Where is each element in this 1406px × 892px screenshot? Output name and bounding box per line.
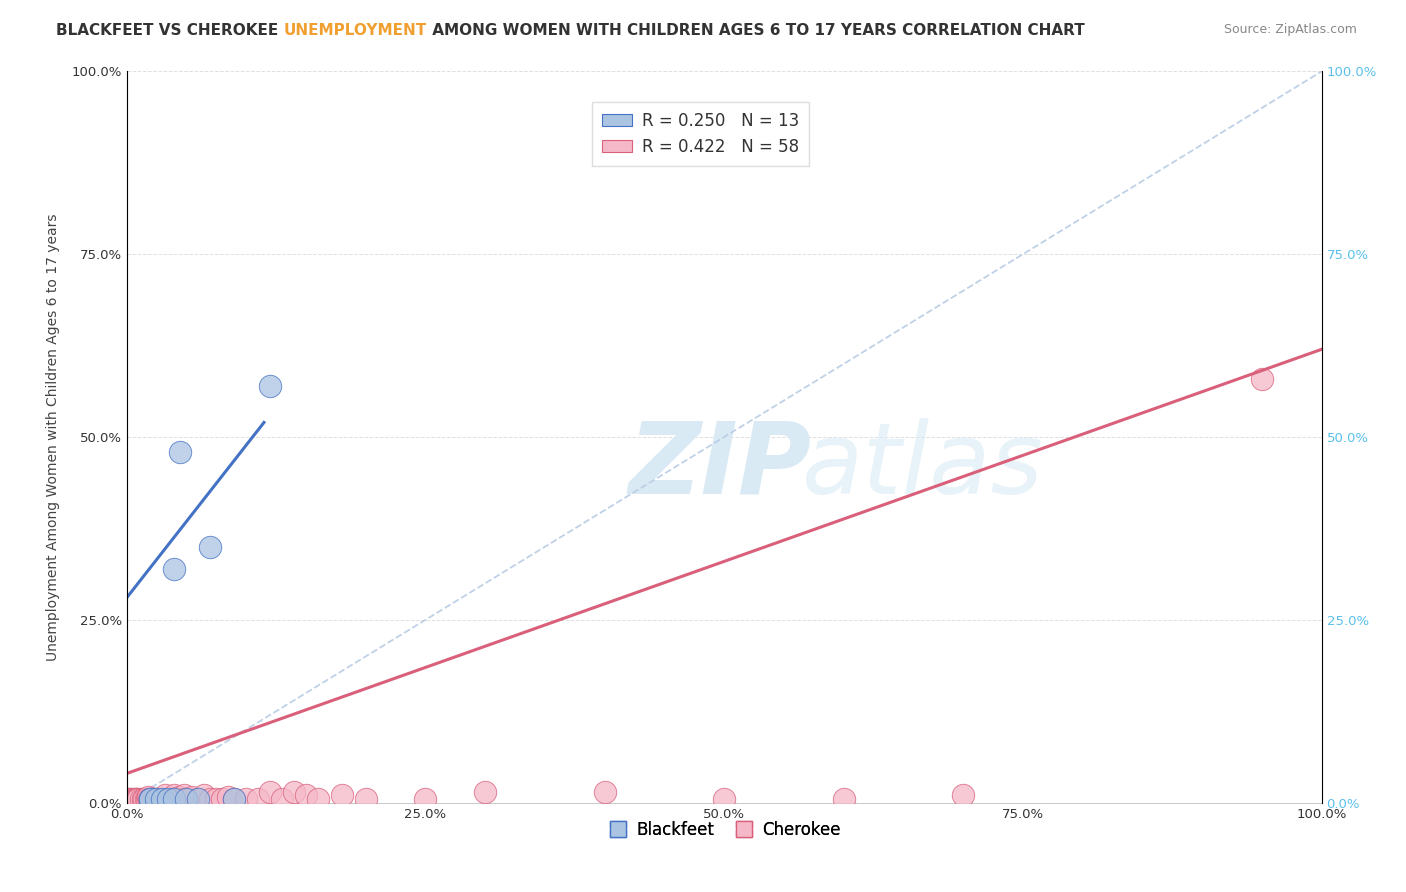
Point — [139, 792, 162, 806]
Text: AMONG WOMEN WITH CHILDREN AGES 6 TO 17 YEARS CORRELATION CHART: AMONG WOMEN WITH CHILDREN AGES 6 TO 17 Y… — [427, 23, 1085, 38]
Point — [593, 785, 616, 799]
Point — [163, 789, 186, 803]
Point — [211, 792, 233, 806]
Point — [1250, 371, 1272, 385]
Point — [127, 792, 149, 806]
Point — [118, 792, 141, 806]
Point — [270, 792, 294, 806]
Point — [222, 792, 246, 806]
Point — [259, 379, 281, 393]
Point — [160, 792, 183, 806]
Point — [163, 792, 186, 806]
Text: BLACKFEET VS CHEROKEE: BLACKFEET VS CHEROKEE — [56, 23, 284, 38]
Point — [235, 792, 257, 806]
Point — [163, 562, 186, 576]
Text: atlas: atlas — [801, 417, 1043, 515]
Text: Source: ZipAtlas.com: Source: ZipAtlas.com — [1223, 23, 1357, 37]
Point — [307, 792, 329, 806]
Text: ZIP: ZIP — [628, 417, 811, 515]
Point — [169, 444, 191, 458]
Point — [166, 792, 188, 806]
Point — [159, 792, 181, 806]
Point — [173, 789, 195, 803]
Point — [138, 792, 160, 806]
Point — [120, 792, 142, 806]
Point — [200, 792, 222, 806]
Point — [121, 792, 143, 806]
Point — [832, 792, 855, 806]
Point — [174, 792, 197, 806]
Point — [153, 789, 176, 803]
Point — [330, 789, 353, 803]
Point — [141, 792, 163, 806]
Point — [124, 792, 146, 806]
Point — [952, 789, 974, 803]
Point — [139, 792, 162, 806]
Point — [193, 789, 215, 803]
Point — [167, 789, 190, 804]
Point — [217, 789, 239, 804]
Y-axis label: Unemployment Among Women with Children Ages 6 to 17 years: Unemployment Among Women with Children A… — [46, 213, 60, 661]
Point — [136, 789, 159, 804]
Point — [149, 792, 172, 806]
Point — [205, 792, 228, 806]
Point — [135, 792, 157, 806]
Point — [117, 792, 139, 806]
Point — [150, 792, 174, 806]
Point — [157, 792, 180, 806]
Point — [187, 792, 209, 806]
Point — [125, 792, 148, 806]
Point — [145, 792, 167, 806]
Point — [713, 792, 735, 806]
Point — [142, 792, 165, 806]
Point — [150, 792, 174, 806]
Point — [127, 792, 149, 806]
Legend: Blackfeet, Cherokee: Blackfeet, Cherokee — [600, 814, 848, 846]
Point — [247, 792, 270, 806]
Point — [170, 792, 193, 806]
Point — [283, 785, 305, 799]
Point — [129, 792, 152, 806]
Point — [174, 792, 197, 806]
Point — [146, 792, 169, 806]
Point — [181, 789, 204, 804]
Point — [200, 540, 222, 554]
Text: UNEMPLOYMENT: UNEMPLOYMENT — [284, 23, 427, 38]
Point — [132, 792, 155, 806]
Point — [145, 792, 167, 806]
Point — [187, 792, 209, 806]
Point — [413, 792, 436, 806]
Point — [294, 789, 316, 803]
Point — [157, 792, 180, 806]
Point — [474, 785, 496, 799]
Point — [354, 792, 377, 806]
Point — [139, 792, 162, 806]
Point — [135, 792, 157, 806]
Point — [134, 792, 156, 806]
Point — [259, 785, 281, 799]
Point — [143, 792, 166, 806]
Point — [156, 792, 179, 806]
Point — [222, 792, 246, 806]
